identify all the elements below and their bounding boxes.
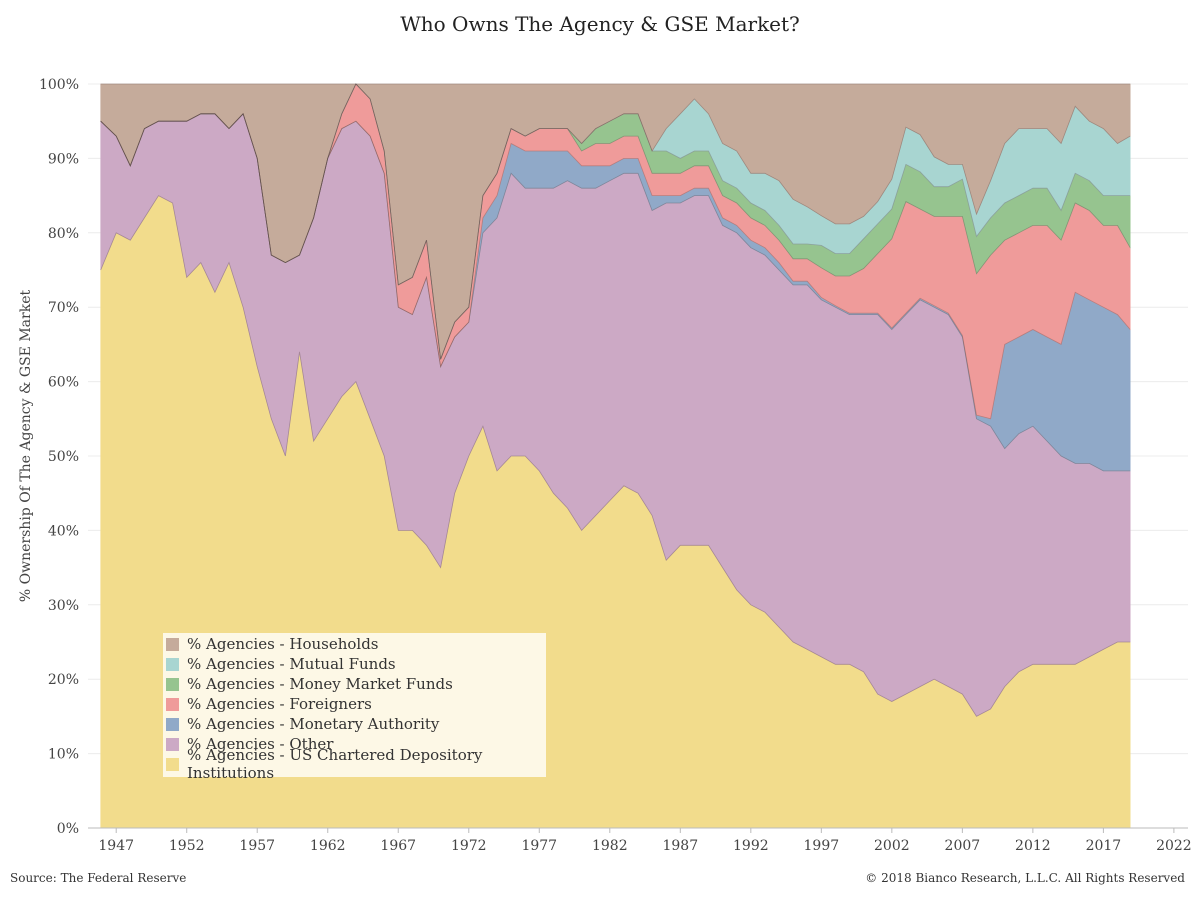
legend-swatch [166,697,179,711]
legend-item: % Agencies - Money Market Funds [163,674,546,694]
legend-swatch [166,677,179,691]
legend-label: % Agencies - Foreigners [187,695,372,713]
legend-swatch [166,757,179,771]
x-tick-label: 2022 [1156,838,1192,854]
x-tick-label: 1997 [804,838,840,854]
y-axis-label: % Ownership Of The Agency & GSE Market [18,290,34,603]
x-tick-label: 2017 [1086,838,1122,854]
x-tick-label: 1947 [98,838,134,854]
x-tick-label: 1952 [169,838,205,854]
legend: % Agencies - Households % Agencies - Mutu… [163,633,546,782]
x-tick-label: 1982 [592,838,628,854]
legend-swatch [166,737,179,751]
x-tick-label: 1962 [310,838,346,854]
series-boundary-4 [100,83,1131,360]
y-tick-label: 90% [48,151,79,167]
legend-item: % Agencies - Households [163,634,546,654]
x-tick-label: 1977 [521,838,557,854]
legend-swatch [166,717,179,731]
y-tick-label: 10% [48,747,79,763]
legend-swatch [166,637,179,651]
x-tick-label: 2007 [945,838,981,854]
legend-label: % Agencies - Monetary Authority [187,715,440,733]
series-boundary-5 [100,83,1131,360]
y-axis: 0% 10% 20% 30% 40% 50% 60% 70% 80% 90% 100% [39,77,79,837]
y-tick-label: 60% [48,375,79,391]
x-axis: 1947 1952 1957 1962 1967 1972 1977 1982 1987 1992… [88,827,1192,854]
x-tick-label: 1957 [239,838,275,854]
x-tick-label: 1992 [733,838,769,854]
legend-swatch [166,657,179,671]
legend-item: % Agencies - Foreigners [163,694,546,714]
legend-label: % Agencies - Mutual Funds [187,655,396,673]
x-tick-label: 2012 [1015,838,1051,854]
source-note: Source: The Federal Reserve [10,871,187,885]
legend-item: % Agencies - US Chartered Depository Ins… [163,746,546,782]
legend-item: % Agencies - Mutual Funds [163,654,546,674]
series-boundary-1 [100,113,1131,472]
x-tick-label: 1987 [662,838,698,854]
y-tick-label: 30% [48,598,79,614]
series-boundary-3 [100,83,1131,360]
area-series-6 [100,83,1131,360]
copyright-note: © 2018 Bianco Research, L.L.C. All Right… [865,871,1185,885]
x-tick-label: 1972 [451,838,487,854]
y-tick-label: 100% [39,77,79,93]
y-tick-label: 50% [48,449,79,465]
y-tick-label: 0% [57,821,79,837]
y-tick-label: 70% [48,300,79,316]
legend-label: % Agencies - US Chartered Depository Ins… [187,746,483,782]
legend-item: % Agencies - Other [163,734,546,754]
x-tick-label: 1967 [380,838,416,854]
y-tick-label: 80% [48,226,79,242]
legend-label: % Agencies - Households [187,635,379,653]
chart-title: Who Owns The Agency & GSE Market? [400,12,800,36]
legend-item: % Agencies - Monetary Authority [163,714,546,734]
x-tick-label: 2002 [874,838,910,854]
y-tick-label: 40% [48,523,79,539]
series-boundary-2 [100,113,1131,420]
series-boundary-0 [100,195,1131,717]
legend-label: % Agencies - Money Market Funds [187,675,453,693]
y-tick-label: 20% [48,672,79,688]
legend-label: % Agencies - Other [187,735,334,753]
